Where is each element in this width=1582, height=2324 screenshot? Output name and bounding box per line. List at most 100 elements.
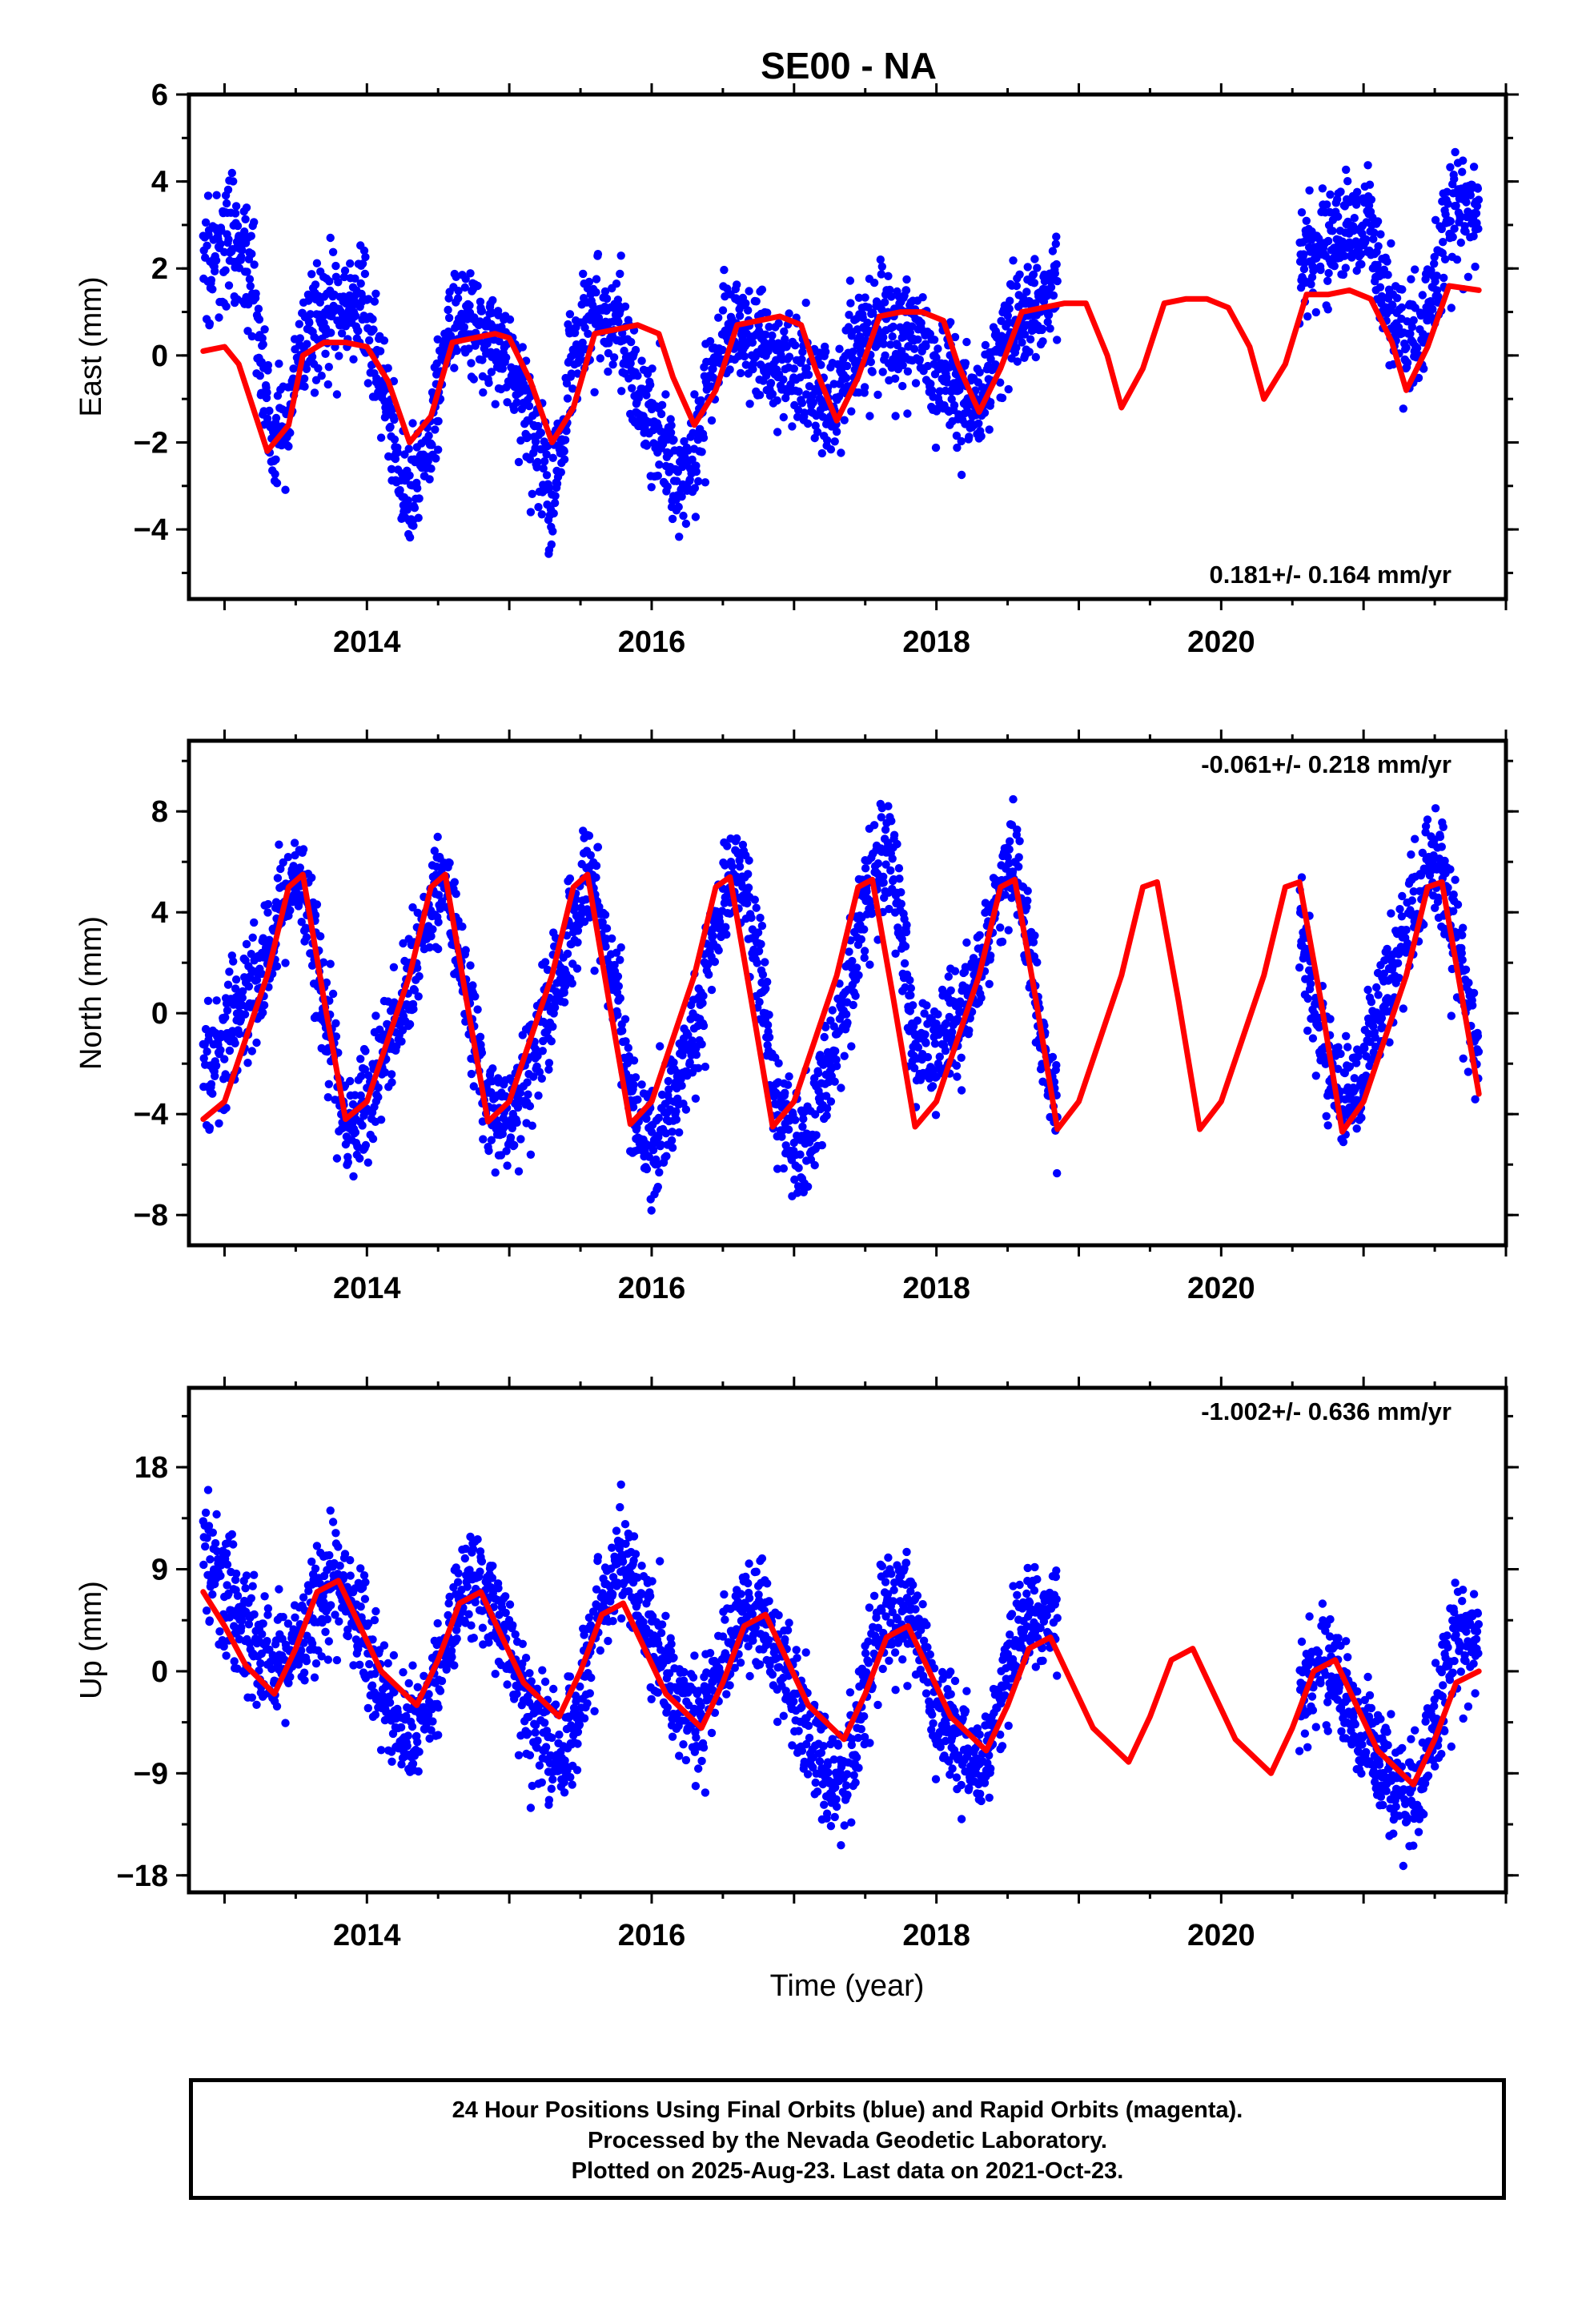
east-observation-point [1376, 230, 1385, 239]
east-observation-point [271, 469, 279, 479]
east-observation-point [705, 336, 715, 346]
north-observation-point [434, 891, 444, 899]
east-observation-point [1046, 324, 1054, 333]
north-observation-point [203, 996, 213, 1006]
east-observation-point [260, 325, 269, 334]
east-observation-point [608, 360, 617, 369]
east-observation-point [1466, 191, 1476, 199]
north-observation-point [244, 982, 254, 991]
north-observation-point [368, 1134, 378, 1144]
north-observation-point [432, 862, 441, 871]
north-observation-point [205, 1124, 215, 1132]
east-observation-point [718, 306, 728, 315]
north-observation-point [921, 1030, 930, 1039]
north-observation-point [745, 856, 753, 865]
east-observation-point [642, 441, 652, 450]
east-observation-point [1050, 269, 1060, 278]
east-observation-point [779, 412, 788, 422]
east-observation-point [602, 294, 612, 304]
east-observation-point [766, 379, 776, 388]
north-observation-point [263, 908, 272, 917]
north-y-tick-label: −4 [134, 1098, 168, 1132]
east-observation-point [216, 239, 225, 248]
east-observation-point [590, 388, 599, 396]
north-observation-point [548, 1022, 557, 1031]
east-observation-point [275, 360, 283, 368]
north-observation-point [1023, 887, 1032, 895]
east-observation-point [263, 388, 271, 397]
north-observation-point [1339, 1137, 1348, 1147]
east-observation-point [908, 322, 917, 331]
east-observation-point [898, 381, 907, 391]
north-observation-point [900, 959, 909, 968]
east-observation-point [1328, 227, 1337, 235]
north-observation-point [877, 813, 886, 822]
east-observation-point [514, 457, 524, 467]
north-observation-point [247, 1047, 256, 1055]
east-observation-point [208, 285, 217, 294]
north-observation-point [225, 967, 234, 976]
north-observation-point [279, 858, 287, 867]
north-observation-point [1323, 1121, 1332, 1130]
east-observation-point [286, 428, 295, 437]
east-observation-point [584, 277, 594, 287]
north-observation-point [953, 1072, 962, 1081]
east-observation-point [821, 348, 830, 356]
east-observation-point [247, 249, 256, 259]
east-observation-point [797, 399, 807, 408]
east-observation-point [960, 409, 969, 418]
north-observation-point [299, 845, 308, 854]
north-observation-point [324, 1080, 333, 1089]
east-observation-point [1020, 330, 1030, 339]
north-observation-point [311, 911, 320, 919]
north-observation-point [601, 942, 610, 951]
north-observation-point [803, 1182, 813, 1192]
east-observation-point [247, 231, 255, 240]
north-observation-point [860, 953, 869, 963]
north-observation-point [602, 924, 612, 933]
east-observation-point [596, 354, 604, 363]
north-observation-point [1308, 1034, 1318, 1043]
east-observation-point [802, 364, 811, 372]
east-observation-point [215, 313, 223, 322]
east-observation-point [752, 297, 761, 306]
north-observation-point [247, 950, 255, 959]
east-observation-point [404, 444, 413, 453]
east-observation-point [774, 319, 783, 328]
north-observation-point [351, 1128, 360, 1137]
north-observation-point [471, 992, 480, 1001]
east-observation-point [524, 401, 534, 411]
east-observation-point [328, 247, 338, 256]
east-observation-point [888, 332, 897, 341]
north-observation-point [1399, 1004, 1408, 1013]
north-observation-point [613, 1011, 622, 1019]
east-observation-point [1367, 195, 1376, 204]
north-observation-point [633, 1095, 642, 1104]
north-observation-point [934, 1010, 942, 1019]
east-observation-point [450, 364, 459, 372]
east-observation-point [690, 484, 700, 493]
east-observation-point [1430, 259, 1439, 268]
north-observation-point [476, 1032, 485, 1042]
north-observation-point [881, 860, 890, 869]
north-observation-point [356, 1055, 365, 1063]
east-observation-point [1439, 238, 1447, 247]
north-observation-point [848, 956, 857, 966]
east-observation-point [1365, 180, 1375, 189]
north-observation-point [1306, 979, 1315, 989]
north-observation-point [1459, 1054, 1468, 1063]
north-observation-point [361, 1140, 371, 1150]
east-observation-point [997, 316, 1006, 325]
north-observation-point [413, 908, 422, 918]
north-observation-point [709, 931, 717, 940]
north-observation-point [252, 975, 262, 984]
east-observation-point [849, 348, 857, 356]
east-observation-point [326, 233, 335, 243]
east-observation-point [962, 337, 971, 347]
north-observation-point [563, 949, 572, 959]
east-observation-point [533, 421, 543, 431]
north-observation-point [371, 1011, 380, 1020]
north-observation-point [893, 839, 901, 849]
north-y-tick-label: 4 [151, 896, 168, 930]
east-observation-point [1370, 228, 1379, 237]
